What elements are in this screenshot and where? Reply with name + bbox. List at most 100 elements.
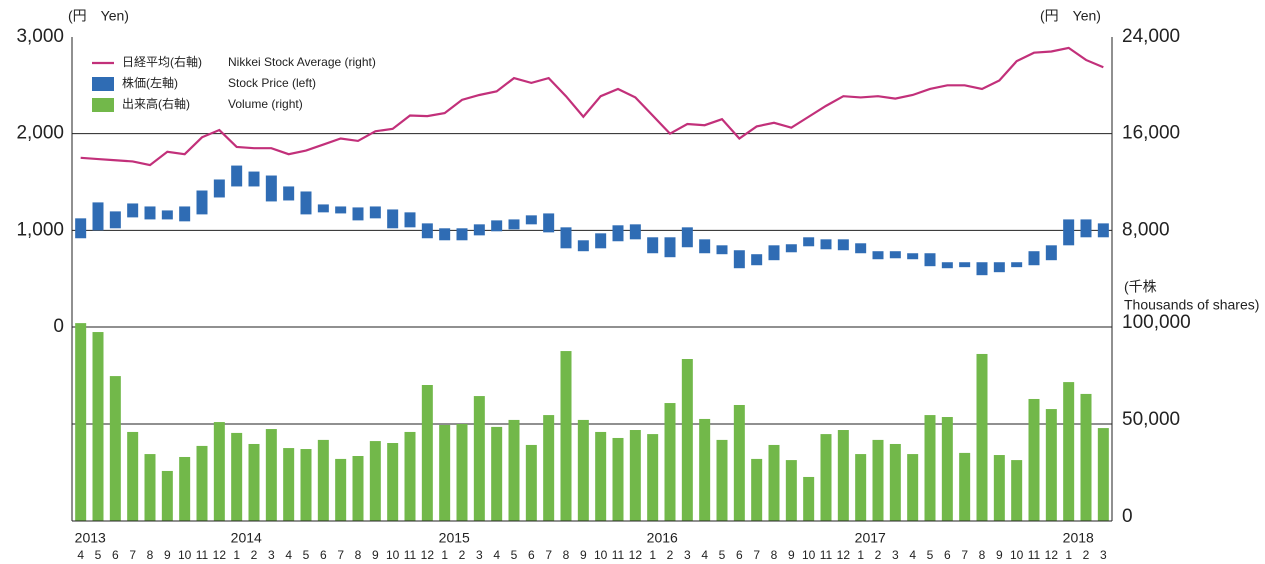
volume-bar [491, 426, 503, 521]
stock-range-bar [439, 228, 451, 241]
stock-range-bar [525, 215, 537, 225]
x-tick-label: 10 [178, 548, 192, 562]
stock-range-bar [317, 204, 329, 213]
volume-bar [248, 443, 260, 521]
stock-range-bar [473, 224, 485, 236]
stock-range-bar [941, 262, 953, 269]
volume-bar [473, 396, 485, 521]
stock-range-bar [716, 245, 728, 255]
x-tick-label: 3 [1100, 548, 1107, 562]
volume-bar [560, 351, 572, 521]
x-tick-label: 6 [944, 548, 951, 562]
volume-bar [1097, 428, 1109, 521]
stock-range-bar [196, 190, 208, 215]
volume-bar [196, 445, 208, 521]
stock-range-bar [404, 212, 416, 228]
stock-range-bar [1097, 223, 1109, 238]
volume-bar [161, 470, 173, 521]
y-tick-label: 3,000 [16, 26, 64, 47]
volume-tick-label: 100,000 [1122, 312, 1191, 333]
volume-unit: Thousands of shares) [1124, 297, 1259, 313]
volume-bar [959, 452, 971, 521]
y2-tick-label: 16,000 [1122, 123, 1180, 144]
x-tick-label: 10 [594, 548, 608, 562]
legend-label-en: Nikkei Stock Average (right) [228, 55, 376, 69]
x-tick-label: 1 [233, 548, 240, 562]
volume-bar [768, 444, 780, 521]
x-tick-label: 6 [320, 548, 327, 562]
stock-range-bar [872, 251, 884, 260]
stock-range-bar [768, 245, 780, 261]
volume-bar [889, 443, 901, 521]
stock-range-bar [820, 239, 832, 250]
volume-bar [439, 424, 451, 521]
x-tick-label: 3 [684, 548, 691, 562]
volume-bar [595, 431, 607, 521]
x-tick-label: 8 [979, 548, 986, 562]
volume-bar [231, 432, 243, 521]
stock-range-bar [907, 253, 919, 260]
stock-range-bar [1028, 251, 1040, 266]
x-tick-label: 2 [1083, 548, 1090, 562]
x-tick-label: 4 [285, 548, 292, 562]
volume-bar [612, 437, 624, 521]
stock-range-bar [803, 237, 815, 247]
x-tick-label: 5 [927, 548, 934, 562]
x-tick-label: 3 [268, 548, 275, 562]
y-unit: (円 Yen) [68, 8, 129, 24]
stock-range-bar [491, 220, 503, 232]
legend-label: 出来高(右軸) [122, 96, 190, 111]
x-tick-label: 7 [129, 548, 136, 562]
x-tick-label: 12 [629, 548, 643, 562]
x-tick-label: 8 [771, 548, 778, 562]
x-tick-label: 1 [1065, 548, 1072, 562]
stock-range-bar [265, 175, 277, 202]
volume-bar [404, 431, 416, 521]
year-label: 2016 [647, 530, 678, 546]
x-tick-label: 9 [164, 548, 171, 562]
volume-bar [213, 422, 225, 521]
y2-tick-label: 24,000 [1122, 26, 1180, 47]
y-tick-label: 1,000 [16, 219, 64, 240]
stock-range-bar [387, 209, 399, 229]
x-tick-label: 2 [459, 548, 466, 562]
volume-bar [179, 456, 191, 521]
stock-range-bar [231, 165, 243, 187]
stock-range-bar [335, 206, 347, 214]
x-tick-label: 11 [612, 548, 625, 562]
stock-range-bar [543, 213, 555, 233]
x-tick-label: 7 [753, 548, 760, 562]
volume-bar [785, 460, 797, 521]
x-tick-label: 8 [355, 548, 362, 562]
x-tick-label: 11 [820, 548, 833, 562]
volume-bar [265, 429, 277, 521]
stock-range-bar [993, 262, 1005, 273]
volume-bar [1080, 393, 1092, 521]
stock-range-bar [612, 225, 624, 242]
stock-range-bar [213, 179, 225, 198]
stock-range-bar [75, 218, 87, 239]
x-tick-label: 8 [563, 548, 570, 562]
volume-bar [456, 424, 468, 521]
stock-range-bar [647, 237, 659, 254]
volume-bar [421, 385, 433, 521]
x-tick-label: 1 [857, 548, 864, 562]
volume-bar [803, 476, 815, 521]
y2-unit: (円 Yen) [1040, 8, 1101, 24]
stock-range-bar [699, 239, 711, 254]
x-tick-label: 4 [909, 548, 916, 562]
volume-bar [525, 444, 537, 521]
stock-range-bar [1011, 262, 1023, 268]
stock-range-bar [352, 207, 364, 221]
stock-range-bar [248, 171, 260, 187]
x-tick-label: 6 [736, 548, 743, 562]
stock-range-bar [127, 203, 139, 218]
volume-tick-label: 0 [1122, 506, 1133, 527]
x-tick-label: 12 [837, 548, 851, 562]
year-label: 2013 [75, 530, 106, 546]
stock-range-bar [751, 254, 763, 266]
x-tick-label: 6 [528, 548, 535, 562]
x-tick-label: 10 [1010, 548, 1024, 562]
x-tick-label: 9 [788, 548, 795, 562]
volume-unit: (千株 [1124, 279, 1157, 295]
